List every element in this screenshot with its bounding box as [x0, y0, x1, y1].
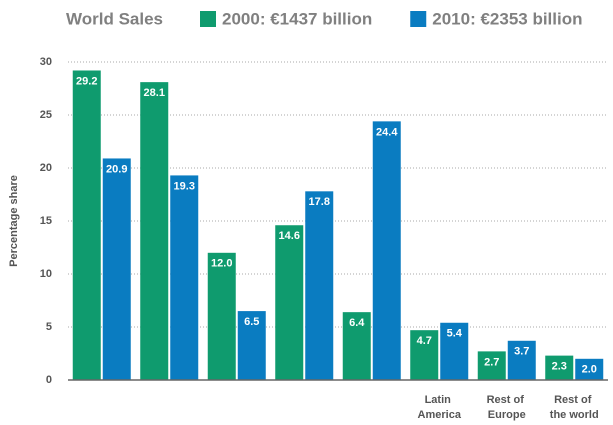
bar	[170, 175, 199, 380]
value-label: 12.0	[211, 258, 232, 270]
x-tick-label: Rest of the world	[550, 394, 599, 421]
bar	[207, 252, 236, 380]
value-label: 2.0	[582, 364, 597, 376]
y-tick-label: 15	[40, 215, 52, 227]
legend-swatch	[410, 11, 427, 27]
value-label: 14.6	[279, 230, 300, 242]
value-label: 2.7	[484, 356, 499, 368]
bar	[372, 121, 401, 381]
x-tick-label: Latin America	[418, 394, 462, 421]
value-label: 20.9	[106, 163, 127, 175]
y-tick-label: 0	[46, 374, 52, 386]
bar	[72, 70, 101, 380]
x-tick-line: Rest of	[487, 394, 527, 406]
y-tick-label: 10	[40, 268, 52, 280]
bar	[440, 322, 469, 380]
legend-label: 2010: €2353 billion	[432, 9, 582, 28]
bar	[237, 311, 266, 380]
value-label: 6.5	[244, 316, 259, 328]
value-label: 17.8	[309, 196, 330, 208]
bar	[102, 158, 131, 380]
x-tick-line: the world	[550, 409, 599, 421]
bar	[275, 225, 304, 380]
bar	[477, 351, 506, 380]
x-tick-line: Latin	[425, 394, 454, 406]
value-label: 6.4	[349, 317, 365, 329]
y-tick-label: 30	[40, 56, 52, 68]
bar	[342, 312, 371, 380]
value-label: 5.4	[447, 328, 463, 340]
value-label: 29.2	[76, 75, 97, 87]
y-tick-label: 20	[40, 162, 52, 174]
bar	[410, 330, 439, 380]
y-tick-label: 5	[46, 321, 52, 333]
bar	[545, 355, 574, 380]
x-tick-line: Rest of	[554, 394, 594, 406]
chart-title: World Sales	[66, 9, 163, 28]
y-axis-label: Percentage share	[8, 175, 20, 267]
value-label: 2.3	[552, 361, 567, 373]
x-tick-label: Rest of Europe	[487, 394, 527, 421]
value-label: 28.1	[144, 87, 165, 99]
x-tick-line: Europe	[488, 409, 526, 421]
bar	[507, 340, 536, 380]
value-label: 24.4	[376, 126, 398, 138]
x-tick-line: America	[418, 409, 462, 421]
value-label: 4.7	[417, 335, 432, 347]
bar	[575, 358, 604, 380]
y-tick-label: 25	[40, 109, 52, 121]
value-label: 3.7	[514, 346, 529, 358]
bar	[140, 82, 169, 380]
value-label: 19.3	[174, 180, 195, 192]
legend-label: 2000: €1437 billion	[222, 9, 372, 28]
legend-swatch	[200, 11, 216, 27]
bar	[305, 191, 334, 380]
